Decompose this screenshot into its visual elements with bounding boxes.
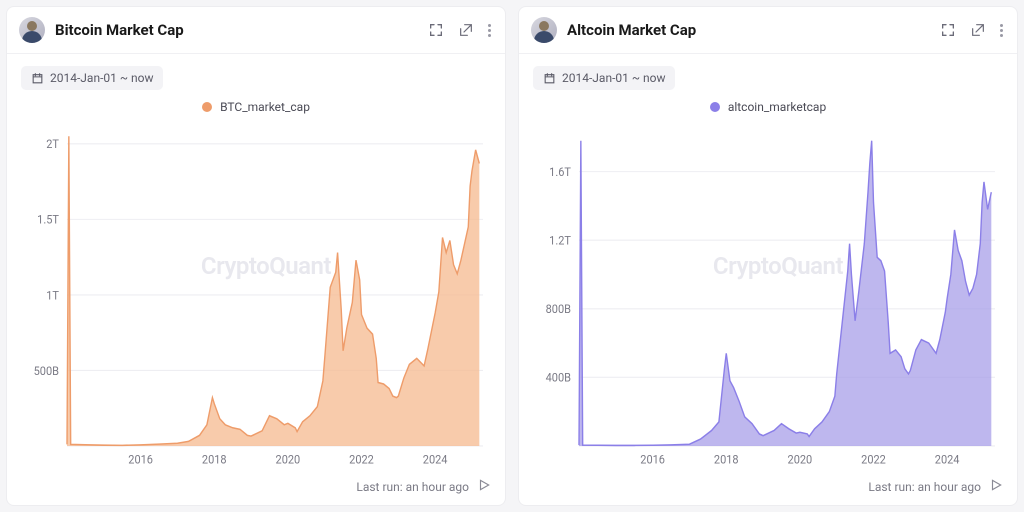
chart-card: Bitcoin Market Cap 2014-Jan-01 ~ now BTC_m…	[6, 6, 506, 506]
svg-text:1.2T: 1.2T	[549, 233, 571, 248]
external-link-icon[interactable]	[458, 22, 474, 38]
calendar-icon	[543, 72, 556, 85]
chart-card: Altcoin Market Cap 2014-Jan-01 ~ now altco…	[518, 6, 1018, 506]
legend: altcoin_marketcap	[519, 96, 1017, 116]
date-row: 2014-Jan-01 ~ now	[7, 54, 505, 96]
date-range-label: 2014-Jan-01 ~ now	[562, 71, 665, 85]
last-run-label: Last run: an hour ago	[356, 480, 469, 494]
legend-marker	[202, 102, 212, 112]
svg-text:2022: 2022	[349, 452, 374, 467]
legend-label: BTC_market_cap	[220, 100, 310, 114]
svg-text:1.6T: 1.6T	[549, 165, 571, 180]
svg-text:500B: 500B	[34, 363, 59, 378]
card-footer: Last run: an hour ago	[7, 472, 505, 505]
svg-text:1.5T: 1.5T	[37, 212, 59, 227]
avatar[interactable]	[19, 17, 45, 43]
svg-text:400B: 400B	[546, 370, 571, 385]
expand-icon[interactable]	[428, 22, 444, 38]
card-footer: Last run: an hour ago	[519, 472, 1017, 505]
date-range-picker[interactable]: 2014-Jan-01 ~ now	[533, 66, 675, 90]
svg-text:2022: 2022	[861, 452, 886, 467]
svg-text:800B: 800B	[546, 302, 571, 317]
date-range-picker[interactable]: 2014-Jan-01 ~ now	[21, 66, 163, 90]
svg-text:2024: 2024	[423, 452, 448, 467]
play-icon[interactable]	[477, 478, 491, 495]
svg-text:1T: 1T	[46, 288, 59, 303]
more-menu-icon[interactable]	[1000, 24, 1003, 37]
calendar-icon	[31, 72, 44, 85]
last-run-label: Last run: an hour ago	[868, 480, 981, 494]
legend: BTC_market_cap	[7, 96, 505, 116]
chart-area[interactable]: CryptoQuant400B800B1.2T1.6T2016201820202…	[519, 116, 1017, 472]
card-title: Bitcoin Market Cap	[55, 21, 418, 39]
external-link-icon[interactable]	[970, 22, 986, 38]
avatar[interactable]	[531, 17, 557, 43]
legend-label: altcoin_marketcap	[728, 100, 826, 114]
legend-marker	[710, 102, 720, 112]
svg-text:2016: 2016	[640, 452, 665, 467]
expand-icon[interactable]	[940, 22, 956, 38]
chart-area[interactable]: CryptoQuant500B1T1.5T2T20162018202020222…	[7, 116, 505, 472]
svg-text:2020: 2020	[788, 452, 813, 467]
svg-text:2T: 2T	[46, 137, 59, 152]
svg-text:2024: 2024	[935, 452, 960, 467]
svg-text:2018: 2018	[714, 452, 739, 467]
date-range-label: 2014-Jan-01 ~ now	[50, 71, 153, 85]
svg-text:2018: 2018	[202, 452, 227, 467]
play-icon[interactable]	[989, 478, 1003, 495]
more-menu-icon[interactable]	[488, 24, 491, 37]
card-title: Altcoin Market Cap	[567, 21, 930, 39]
card-header: Bitcoin Market Cap	[7, 7, 505, 53]
svg-text:2016: 2016	[128, 452, 153, 467]
header-actions	[428, 22, 491, 38]
svg-text:2020: 2020	[276, 452, 301, 467]
card-header: Altcoin Market Cap	[519, 7, 1017, 53]
date-row: 2014-Jan-01 ~ now	[519, 54, 1017, 96]
header-actions	[940, 22, 1003, 38]
